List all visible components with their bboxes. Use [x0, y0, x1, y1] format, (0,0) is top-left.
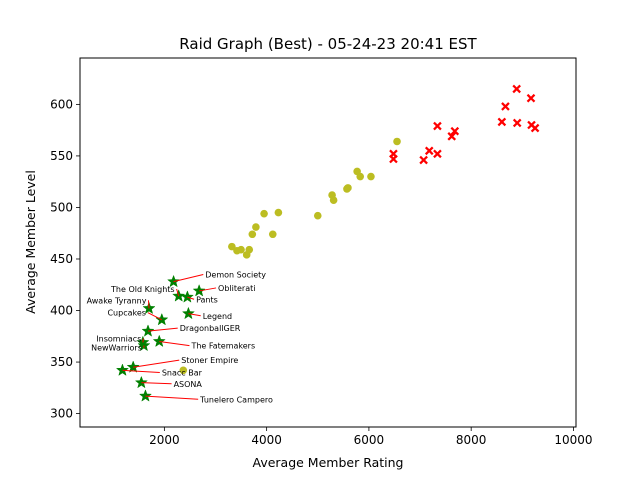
- annotation-demon-society: Demon Society: [205, 271, 266, 280]
- annotation-leader-snacc-bar: [122, 369, 160, 373]
- y-axis-title: Average Member Level: [23, 170, 38, 314]
- annotation-leader-tunelero-campero: [145, 395, 199, 400]
- annotation-leader-obliterati: [199, 287, 217, 292]
- scatter-point-star-the-fatemakers: [152, 334, 166, 348]
- x-tick-label: 10000: [554, 433, 592, 447]
- annotation-asona: ASONA: [174, 380, 203, 389]
- scatter-point-x: [450, 126, 460, 136]
- scatter-point-circle: [248, 230, 257, 239]
- y-tick-label: 400: [50, 304, 73, 318]
- annotation-stoner-empire: Stoner Empire: [181, 356, 238, 365]
- annotation-leader-the-fatemakers: [159, 340, 190, 347]
- annotation-the-old-knights: The Old Knights: [110, 285, 175, 294]
- x-tick-label: 8000: [456, 433, 487, 447]
- annotation-cupcakes: Cupcakes: [107, 309, 145, 318]
- annotation-leader-dragonballger: [147, 327, 178, 332]
- scatter-point-star-obliterati: [192, 284, 206, 297]
- scatter-point-circle: [268, 230, 277, 239]
- annotation-dragonballger: DragonballGER: [180, 324, 241, 333]
- scatter-point-star-demon-society: [167, 274, 181, 288]
- scatter-point-x: [512, 84, 521, 94]
- scatter-point-x: [526, 93, 536, 103]
- x-tick-label: 2000: [149, 433, 180, 447]
- x-tick-label: 6000: [354, 433, 385, 447]
- scatter-point-star-dragonballger: [141, 324, 155, 337]
- scatter-point-circle: [329, 196, 338, 205]
- scatter-point-star-snacc-bar: [115, 363, 130, 376]
- scatter-point-star-pants: [180, 290, 194, 303]
- annotation-leader-awake-tyranny: [147, 300, 150, 309]
- scatter-point-circle: [356, 172, 365, 181]
- y-tick-label: 550: [50, 149, 73, 163]
- annotation-newwarriors: NewWarriors: [91, 344, 142, 353]
- scatter-point-circle: [344, 184, 352, 192]
- scatter-point-x: [512, 118, 522, 128]
- y-tick-label: 500: [50, 200, 73, 214]
- scatter-point-circle: [228, 242, 236, 251]
- annotation-leader-cupcakes: [147, 312, 163, 321]
- scatter-point-x: [389, 154, 398, 164]
- y-tick-label: 600: [50, 97, 73, 111]
- y-tick-label: 350: [50, 355, 73, 369]
- scatter-point-x: [501, 102, 510, 111]
- scatter-point-x: [433, 149, 442, 159]
- scatter-point-circle: [313, 211, 322, 220]
- scatter-point-circle: [245, 245, 254, 254]
- scatter-point-circle: [260, 209, 268, 218]
- annotation-the-fatemakers: The Fatemakers: [190, 342, 255, 351]
- scatter-point-x: [419, 155, 428, 165]
- scatter-point-star-stoner-empire: [126, 360, 140, 373]
- scatter-point-x: [447, 132, 457, 141]
- scatter-point-circle: [179, 366, 188, 375]
- annotation-leader-pants: [187, 296, 195, 300]
- annotation-leader-demon-society: [173, 274, 204, 283]
- x-axis-title: Average Member Rating: [253, 455, 404, 470]
- scatter-point-star-newwarriors: [137, 338, 151, 352]
- chart-title: Raid Graph (Best) - 05-24-23 20:41 EST: [179, 35, 477, 53]
- annotation-obliterati: Obliterati: [218, 284, 255, 293]
- annotation-snacc-bar: Snacc Bar: [162, 368, 203, 377]
- annotation-leader-the-old-knights: [176, 288, 180, 297]
- annotation-leader-stoner-empire: [133, 359, 180, 368]
- annotation-tunelero-campero: Tunelero Campero: [199, 395, 273, 404]
- scatter-point-x: [497, 117, 507, 127]
- plot-frame: [79, 57, 577, 428]
- y-tick-label: 300: [50, 407, 73, 421]
- annotation-leader-legend: [188, 313, 201, 317]
- scatter-point-star-legend: [181, 306, 195, 320]
- scatter-point-x: [433, 121, 442, 131]
- scatter-point-x: [530, 123, 540, 133]
- scatter-point-circle: [252, 223, 260, 231]
- scatter-point-circle: [367, 172, 375, 181]
- scatter-point-circle: [393, 137, 401, 146]
- annotation-leader-asona: [141, 382, 172, 385]
- x-tick-label: 4000: [251, 433, 282, 447]
- scatter-point-star-asona: [134, 375, 148, 389]
- y-tick-label: 450: [50, 252, 73, 266]
- annotation-awake-tyranny: Awake Tyranny: [87, 296, 147, 305]
- annotation-pants: Pants: [196, 295, 218, 304]
- scatter-point-circle: [274, 208, 283, 217]
- scatter-point-x: [424, 146, 434, 156]
- scatter-point-circle: [237, 245, 245, 254]
- scatter-point-star-tunelero-campero: [138, 389, 153, 402]
- annotation-legend: Legend: [203, 312, 232, 321]
- annotation-insomniacs: Insomniacs: [96, 334, 141, 343]
